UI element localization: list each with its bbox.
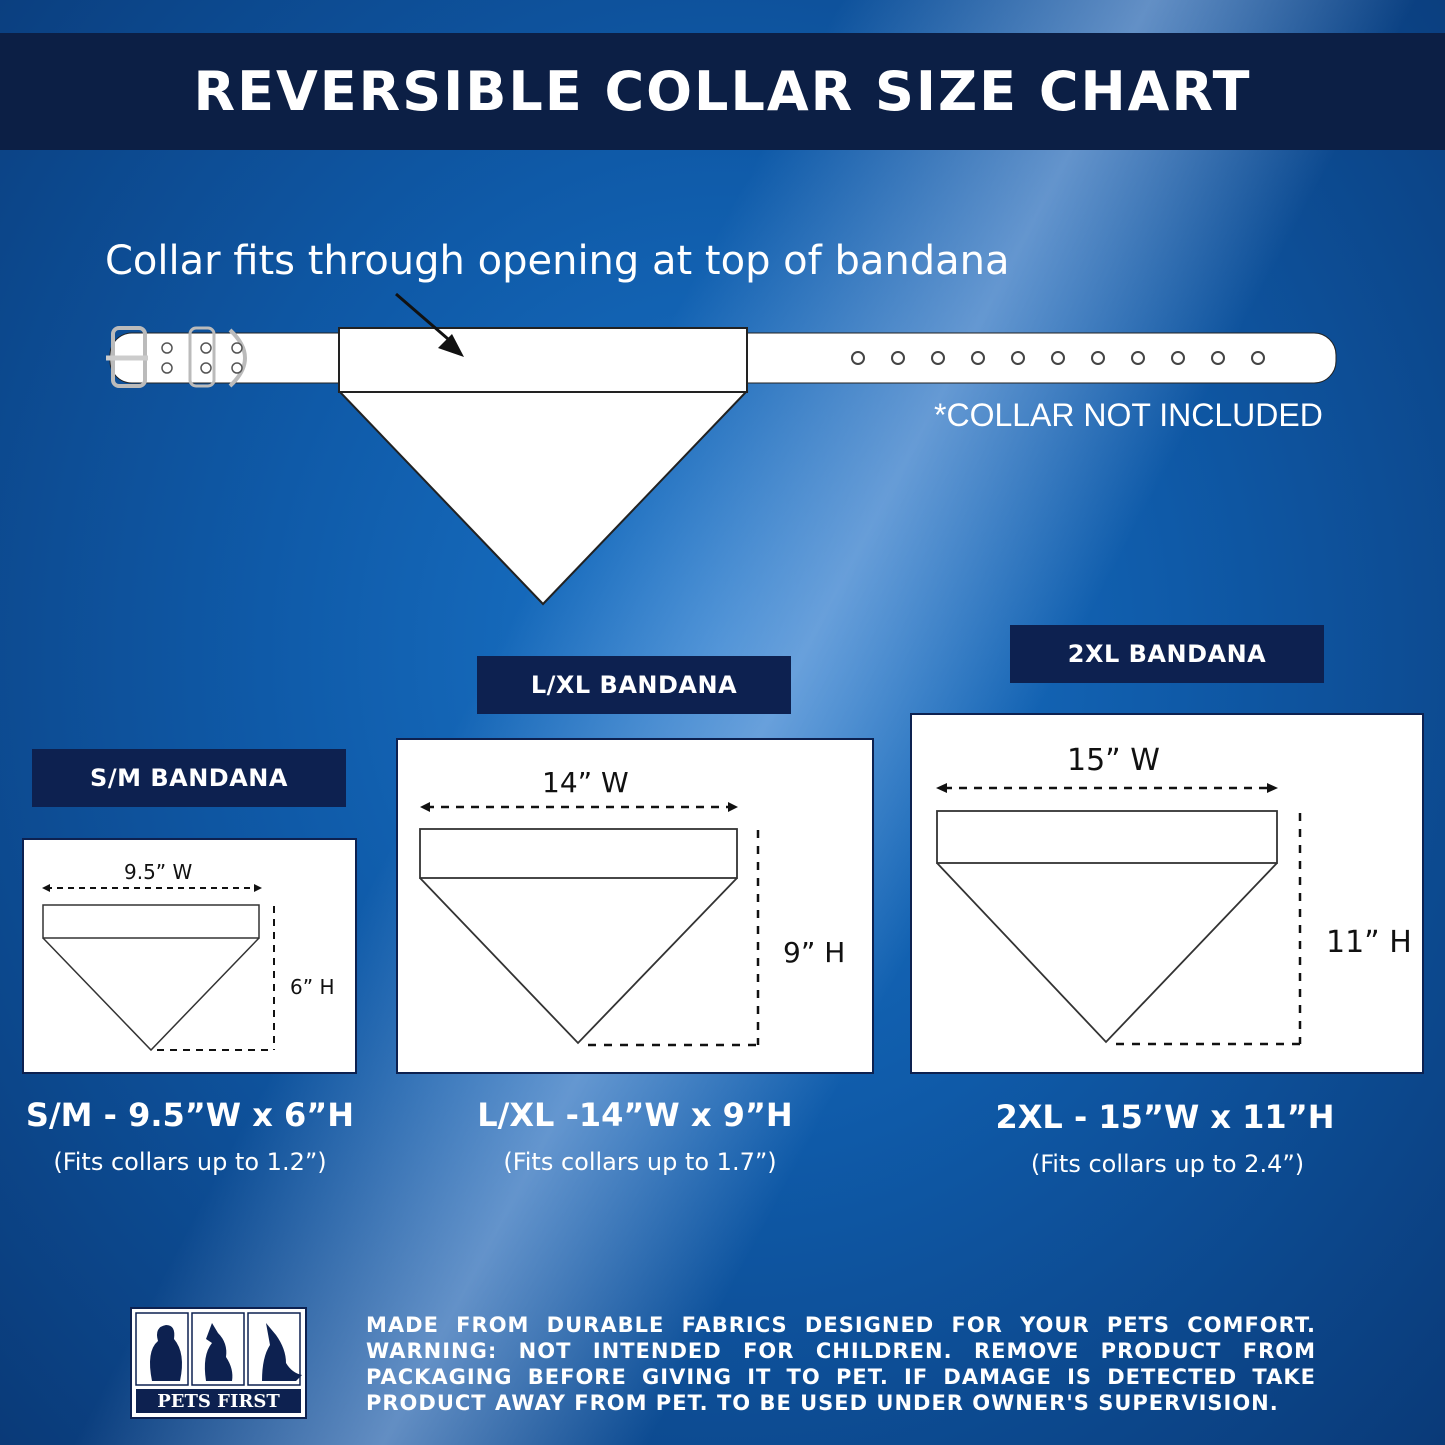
page-title: REVERSIBLE COLLAR SIZE CHART [193,60,1252,123]
fit-lxl: (Fits collars up to 1.7”) [503,1148,777,1176]
summary-2xl: 2XL - 15”W x 11”H [995,1098,1335,1136]
height-label: 9” H [783,936,846,969]
dogs-icon [135,1312,302,1386]
tag-sm: S/M BANDANA [32,749,346,807]
width-label: 14” W [542,766,629,799]
bandana-lxl-icon [419,802,760,1047]
bandana-icon [337,327,749,606]
collar-caption: Collar fits through opening at top of ba… [105,238,1010,284]
title-banner: REVERSIBLE COLLAR SIZE CHART [0,33,1445,150]
width-label: 9.5” W [124,860,193,884]
height-label: 6” H [290,975,335,999]
bandana-2xl-icon [936,783,1302,1046]
card-sm: 9.5” W 6” H [22,838,357,1074]
card-lxl: 14” W 9” H [396,738,874,1074]
footer-warning: MADE FROM DURABLE FABRICS DESIGNED FOR Y… [366,1313,1316,1415]
collar-not-included-note: *COLLAR NOT INCLUDED [934,397,1323,433]
tag-2xl: 2XL BANDANA [1010,625,1324,683]
tag-lxl: L/XL BANDANA [477,656,791,714]
fit-2xl: (Fits collars up to 2.4”) [1030,1150,1305,1178]
bandana-sm-icon [42,884,275,1052]
summary-sm: S/M - 9.5”W x 6”H [25,1096,355,1134]
height-label: 11” H [1326,925,1412,960]
summary-lxl: L/XL -14”W x 9”H [477,1096,793,1134]
pets-first-logo: PETS FIRST [130,1307,307,1419]
fit-sm: (Fits collars up to 1.2”) [53,1148,327,1176]
width-label: 15” W [1067,743,1160,778]
card-2xl: 15” W 11” H [910,713,1424,1074]
logo-text: PETS FIRST [136,1389,301,1413]
arrow-icon [395,292,464,357]
